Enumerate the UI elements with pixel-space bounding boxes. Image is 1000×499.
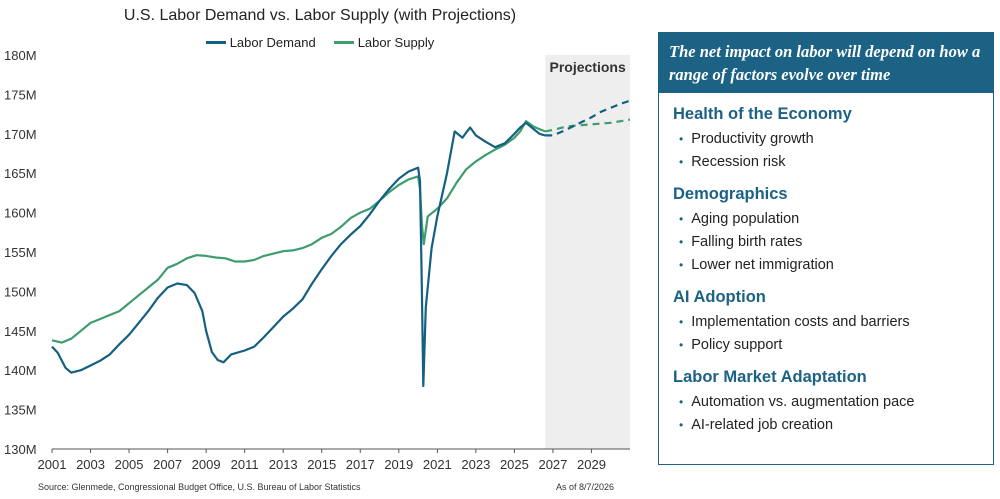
section-title: Labor Market Adaptation: [673, 368, 867, 386]
projection-label: Projections: [549, 59, 625, 75]
source-note: Source: Glenmede, Congressional Budget O…: [38, 482, 361, 492]
bullet-icon: •: [679, 258, 684, 272]
x-tick-label: 2019: [384, 457, 413, 472]
y-tick-label: 170M: [4, 127, 37, 142]
x-tick-label: 2015: [307, 457, 336, 472]
y-tick-label: 180M: [4, 48, 37, 63]
x-tick-label: 2007: [153, 457, 182, 472]
list-item-label: Productivity growth: [691, 131, 814, 147]
bullet-icon: •: [679, 132, 684, 146]
section-demographics: Demographics • Aging population • Falling …: [659, 185, 993, 277]
list-item-label: Aging population: [691, 211, 800, 227]
legend: Labor Demand Labor Supply: [0, 35, 640, 50]
section-title: AI Adoption: [673, 288, 766, 306]
list-item-label: AI-related job creation: [691, 417, 834, 433]
list-item: • Recession risk: [679, 151, 993, 174]
y-tick-label: 175M: [4, 87, 37, 102]
bullet-icon: •: [679, 418, 684, 432]
list-item: • Falling birth rates: [679, 231, 993, 254]
legend-item-supply: Labor Supply: [333, 35, 435, 50]
x-tick-label: 2001: [38, 457, 67, 472]
bullet-icon: •: [679, 155, 684, 169]
section-ai-adoption: AI Adoption • Implementation costs and ba…: [659, 288, 993, 357]
list-item-label: Policy support: [691, 337, 783, 353]
list-item-label: Recession risk: [691, 154, 786, 170]
projection-region: [545, 55, 630, 449]
bullet-icon: •: [679, 315, 684, 329]
section-economy: Health of the Economy • Productivity grow…: [659, 105, 993, 174]
x-tick-label: 2009: [192, 457, 221, 472]
chart-title: U.S. Labor Demand vs. Labor Supply (with…: [123, 7, 517, 24]
x-tick-label: 2011: [231, 457, 259, 472]
bullet-icon: •: [679, 338, 684, 352]
list-item: • AI-related job creation: [679, 414, 993, 437]
list-item-label: Automation vs. augmentation pace: [691, 394, 915, 410]
section-labor-adaptation: Labor Market Adaptation • Automation vs. …: [659, 368, 993, 437]
legend-item-demand: Labor Demand: [205, 35, 316, 50]
section-title: Health of the Economy: [673, 105, 852, 123]
list-item: • Aging population: [679, 208, 993, 231]
x-tick-label: 2029: [577, 457, 606, 472]
series-line-labor-demand: [51, 121, 546, 388]
x-tick-label: 2005: [115, 457, 144, 472]
list-item: • Lower net immigration: [679, 254, 993, 277]
y-tick-label: 160M: [4, 206, 37, 221]
list-item-label: Implementation costs and barriers: [691, 314, 910, 330]
bullet-icon: •: [679, 395, 684, 409]
as-of-date: As of 8/7/2026: [556, 482, 615, 492]
legend-label-supply: Labor Supply: [357, 35, 435, 50]
list-item: • Productivity growth: [679, 128, 993, 151]
x-tick-label: 2025: [500, 457, 529, 472]
legend-swatch-demand: [205, 41, 226, 44]
list-item: • Policy support: [679, 334, 993, 357]
x-tick-label: 2027: [538, 457, 567, 472]
y-tick-label: 150M: [4, 284, 37, 299]
list-item-label: Falling birth rates: [691, 234, 803, 250]
y-tick-label: 145M: [4, 324, 37, 339]
y-tick-label: 155M: [4, 245, 37, 260]
projection-line-labor-demand: [545, 99, 631, 137]
x-tick-label: 2013: [269, 457, 298, 472]
bullet-icon: •: [679, 212, 684, 226]
factors-panel: The net impact on labor will depend on h…: [658, 32, 994, 465]
bullet-icon: •: [679, 235, 684, 249]
x-tick-label: 2017: [346, 457, 375, 472]
y-tick-label: 135M: [4, 403, 37, 418]
x-tick-label: 2003: [76, 457, 105, 472]
panel-header: The net impact on labor will depend on h…: [659, 33, 993, 93]
x-tick-label: 2023: [461, 457, 490, 472]
projection-line-labor-supply: [544, 118, 631, 133]
list-item: • Implementation costs and barriers: [679, 311, 993, 334]
section-title: Demographics: [673, 185, 788, 203]
list-item: • Automation vs. augmentation pace: [679, 391, 993, 414]
list-item-label: Lower net immigration: [691, 257, 834, 273]
y-tick-label: 130M: [4, 442, 37, 457]
x-tick-label: 2021: [423, 457, 452, 472]
legend-swatch-supply: [333, 41, 354, 44]
legend-label-demand: Labor Demand: [229, 35, 316, 50]
series-line-labor-supply: [51, 120, 546, 344]
chart-svg: Projections 130M 135M 140M 145M 150M 155M 160M 1…: [4, 48, 631, 472]
y-tick-label: 165M: [4, 166, 37, 181]
y-tick-label: 140M: [4, 363, 37, 378]
